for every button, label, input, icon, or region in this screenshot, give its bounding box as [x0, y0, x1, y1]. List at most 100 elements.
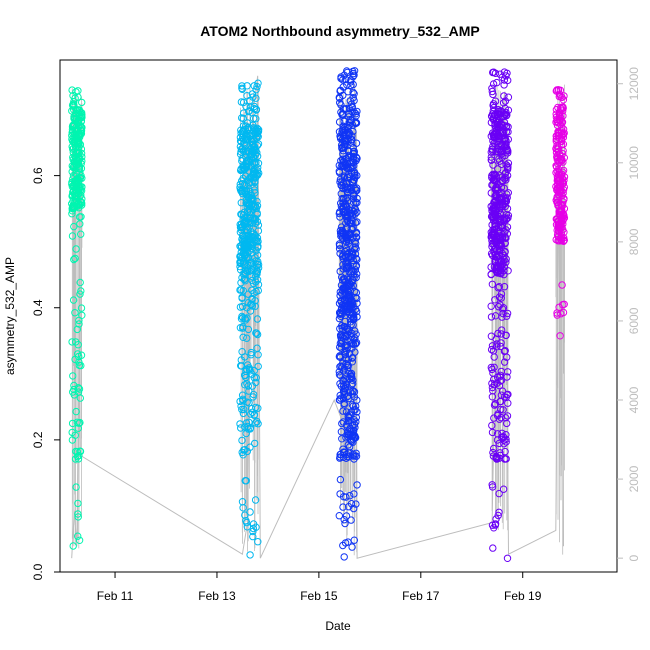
data-point — [244, 156, 252, 164]
data-point — [249, 532, 257, 541]
data-point — [70, 222, 78, 231]
data-point — [69, 153, 77, 162]
data-point — [350, 270, 358, 278]
data-point — [350, 536, 358, 544]
data-point — [335, 371, 344, 379]
data-point — [490, 103, 498, 112]
data-point — [337, 223, 346, 231]
data-point — [68, 436, 77, 444]
data-point — [236, 303, 245, 311]
y-axis-left: 0.0 0.2 0.4 0.6 — [31, 167, 60, 580]
data-point — [78, 98, 86, 107]
data-point — [335, 94, 344, 103]
data-point — [555, 303, 563, 311]
data-point — [337, 333, 345, 341]
data-point — [249, 524, 258, 533]
data-point — [340, 71, 348, 79]
data-point — [253, 417, 261, 426]
data-point — [496, 123, 505, 132]
data-point — [346, 349, 354, 358]
data-point — [496, 258, 505, 266]
data-point — [245, 418, 253, 426]
data-point — [69, 102, 77, 111]
data-point — [77, 287, 85, 295]
data-point — [345, 132, 353, 140]
data-point — [336, 99, 344, 107]
data-point — [352, 500, 360, 508]
data-point — [502, 72, 510, 80]
data-point — [71, 94, 79, 102]
data-point — [504, 76, 512, 85]
data-point — [339, 143, 347, 152]
data-point — [250, 168, 259, 176]
data-point — [237, 129, 245, 138]
x-tick-label: Feb 13 — [198, 589, 236, 603]
data-point — [489, 544, 497, 552]
data-point — [71, 152, 79, 160]
data-point — [236, 137, 245, 146]
data-point — [344, 430, 353, 439]
data-point — [352, 198, 360, 207]
data-points-layer — [68, 67, 569, 562]
data-point — [351, 219, 360, 227]
data-point — [237, 257, 245, 265]
data-point — [245, 208, 254, 217]
data-point — [350, 416, 358, 424]
data-point — [349, 450, 358, 458]
data-point — [242, 429, 250, 438]
data-point — [236, 286, 244, 294]
data-point — [253, 266, 261, 274]
data-point — [496, 451, 504, 460]
data-point — [76, 213, 84, 221]
data-point — [68, 200, 76, 208]
data-point — [497, 294, 505, 302]
data-point — [352, 156, 360, 165]
chart-title: ATOM2 Northbound asymmetry_532_AMP — [200, 23, 480, 39]
data-point — [238, 294, 246, 302]
data-point — [249, 171, 257, 180]
data-point — [340, 387, 348, 395]
y2-tick-label: 2000 — [627, 465, 641, 492]
data-point — [490, 375, 498, 384]
data-point — [78, 157, 86, 165]
data-point — [249, 214, 257, 223]
data-point — [239, 504, 247, 512]
data-point — [499, 99, 508, 107]
data-point — [488, 428, 497, 437]
data-point — [490, 414, 498, 422]
data-point — [237, 362, 245, 370]
data-point — [490, 171, 499, 180]
data-point — [495, 132, 503, 141]
data-point — [241, 446, 249, 454]
data-point — [489, 161, 497, 169]
data-point — [238, 82, 246, 90]
data-point — [504, 368, 512, 376]
data-point — [246, 307, 255, 315]
x-tick-label: Feb 11 — [97, 589, 134, 603]
data-point — [350, 191, 358, 199]
data-point — [493, 201, 501, 209]
data-point — [68, 338, 76, 346]
data-point — [346, 492, 354, 500]
data-point — [488, 379, 496, 388]
data-point — [241, 217, 250, 226]
data-point — [252, 105, 261, 114]
data-point — [350, 168, 359, 177]
data-point — [555, 158, 563, 167]
data-point — [487, 313, 496, 321]
data-point — [347, 225, 355, 233]
data-point — [253, 330, 262, 339]
data-point — [347, 164, 355, 172]
data-point — [69, 296, 78, 304]
data-point — [338, 128, 346, 136]
data-point — [242, 517, 250, 525]
data-point — [341, 247, 349, 256]
data-point — [336, 475, 345, 484]
data-point — [344, 413, 352, 421]
data-point — [342, 202, 351, 211]
data-point — [253, 329, 261, 337]
data-point — [78, 311, 86, 319]
data-point — [237, 241, 245, 250]
data-point — [552, 149, 561, 157]
data-point — [557, 207, 566, 216]
